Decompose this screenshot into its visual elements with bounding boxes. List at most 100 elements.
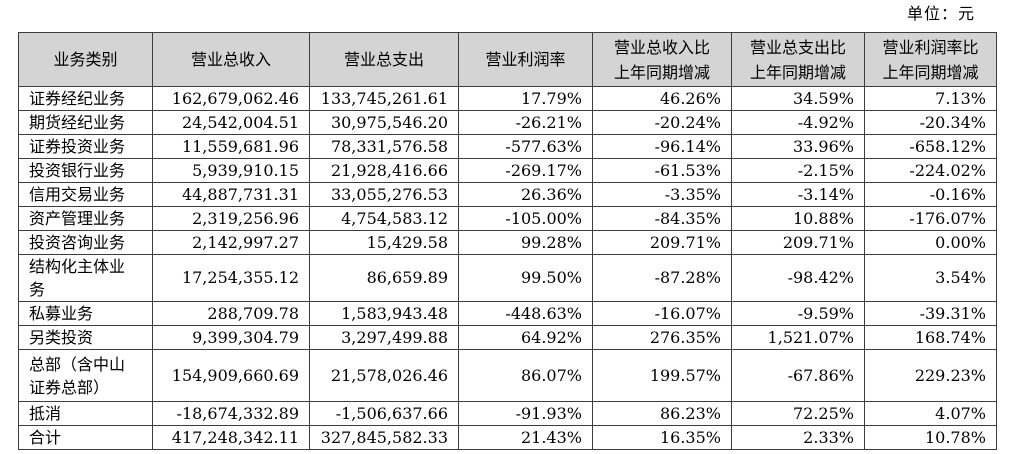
cell-operating-margin: -91.93% xyxy=(458,401,593,426)
cell-total-expense: 33,055,276.53 xyxy=(309,182,459,207)
cell-expense-yoy-change: -98.42% xyxy=(731,254,865,302)
cell-total-revenue: 2,319,256.96 xyxy=(152,206,310,231)
header-row: 业务类别 营业总收入 营业总支出 营业利润率 营业总收入比 上年同期增减 营业总… xyxy=(18,32,997,87)
cell-margin-yoy-change: 3.54% xyxy=(864,254,997,302)
header-operating-margin: 营业利润率 xyxy=(458,32,593,87)
table-row-investment-consulting: 投资咨询业务 2,142,997.27 15,429.58 99.28% 209… xyxy=(18,230,997,255)
cell-expense-yoy-change: 33.96% xyxy=(731,134,865,159)
cell-total-revenue: 24,542,004.51 xyxy=(152,110,310,135)
cell-total-expense: 3,297,499.88 xyxy=(309,325,459,350)
table-row-elimination: 抵消 -18,674,332.89 -1,506,637.66 -91.93% … xyxy=(18,401,997,426)
header-margin-yoy-change: 营业利润率比 上年同期增减 xyxy=(864,32,997,87)
cell-business-category: 结构化主体业 务 xyxy=(18,254,153,302)
cell-operating-margin: 86.07% xyxy=(458,349,593,402)
table-row-headquarters: 总部（含中山 证券总部） 154,909,660.69 21,578,026.4… xyxy=(18,349,997,402)
cell-business-category: 私募业务 xyxy=(18,301,153,326)
cell-business-category: 合计 xyxy=(18,425,153,450)
cell-margin-yoy-change: 7.13% xyxy=(864,86,997,111)
cell-operating-margin: 99.28% xyxy=(458,230,593,255)
cell-revenue-yoy-change: -16.07% xyxy=(592,301,732,326)
cell-total-revenue: 154,909,660.69 xyxy=(152,349,310,402)
cell-revenue-yoy-change: -87.28% xyxy=(592,254,732,302)
cell-expense-yoy-change: -67.86% xyxy=(731,349,865,402)
table-row-futures-brokerage: 期货经纪业务 24,542,004.51 30,975,546.20 -26.2… xyxy=(18,110,997,135)
table-row-securities-brokerage: 证券经纪业务 162,679,062.46 133,745,261.61 17.… xyxy=(18,86,997,111)
cell-margin-yoy-change: 0.00% xyxy=(864,230,997,255)
cell-operating-margin: -577.63% xyxy=(458,134,593,159)
cell-total-revenue: 5,939,910.15 xyxy=(152,158,310,183)
cell-revenue-yoy-change: -61.53% xyxy=(592,158,732,183)
cell-business-category: 另类投资 xyxy=(18,325,153,350)
cell-total-revenue: 2,142,997.27 xyxy=(152,230,310,255)
table-row-securities-investment: 证券投资业务 11,559,681.96 78,331,576.58 -577.… xyxy=(18,134,997,159)
cell-operating-margin: 64.92% xyxy=(458,325,593,350)
table-row-asset-management: 资产管理业务 2,319,256.96 4,754,583.12 -105.00… xyxy=(18,206,997,231)
cell-revenue-yoy-change: -84.35% xyxy=(592,206,732,231)
cell-total-revenue: 11,559,681.96 xyxy=(152,134,310,159)
header-total-expense: 营业总支出 xyxy=(309,32,459,87)
cell-operating-margin: -26.21% xyxy=(458,110,593,135)
header-expense-yoy-change: 营业总支出比 上年同期增减 xyxy=(731,32,865,87)
cell-business-category: 总部（含中山 证券总部） xyxy=(18,349,153,402)
header-business-category: 业务类别 xyxy=(18,32,153,87)
cell-business-category: 期货经纪业务 xyxy=(18,110,153,135)
cell-margin-yoy-change: 229.23% xyxy=(864,349,997,402)
cell-expense-yoy-change: 34.59% xyxy=(731,86,865,111)
cell-margin-yoy-change: 10.78% xyxy=(864,425,997,450)
header-revenue-yoy-change: 营业总收入比 上年同期增减 xyxy=(592,32,732,87)
cell-total-expense: 30,975,546.20 xyxy=(309,110,459,135)
cell-total-revenue: 17,254,355.12 xyxy=(152,254,310,302)
cell-operating-margin: 26.36% xyxy=(458,182,593,207)
cell-total-revenue: 162,679,062.46 xyxy=(152,86,310,111)
cell-business-category: 投资咨询业务 xyxy=(18,230,153,255)
cell-total-expense: 86,659.89 xyxy=(309,254,459,302)
cell-expense-yoy-change: -2.15% xyxy=(731,158,865,183)
table-row-credit-trading: 信用交易业务 44,887,731.31 33,055,276.53 26.36… xyxy=(18,182,997,207)
cell-expense-yoy-change: 209.71% xyxy=(731,230,865,255)
cell-total-revenue: 417,248,342.11 xyxy=(152,425,310,450)
business-segment-table: 业务类别 营业总收入 营业总支出 营业利润率 营业总收入比 上年同期增减 营业总… xyxy=(18,32,997,450)
cell-margin-yoy-change: -658.12% xyxy=(864,134,997,159)
cell-business-category: 证券投资业务 xyxy=(18,134,153,159)
cell-operating-margin: -105.00% xyxy=(458,206,593,231)
cell-total-revenue: 9,399,304.79 xyxy=(152,325,310,350)
cell-business-category: 抵消 xyxy=(18,401,153,426)
cell-revenue-yoy-change: 46.26% xyxy=(592,86,732,111)
cell-expense-yoy-change: -9.59% xyxy=(731,301,865,326)
cell-total-expense: 4,754,583.12 xyxy=(309,206,459,231)
cell-operating-margin: -448.63% xyxy=(458,301,593,326)
cell-total-expense: 1,583,943.48 xyxy=(309,301,459,326)
cell-business-category: 投资银行业务 xyxy=(18,158,153,183)
header-total-revenue: 营业总收入 xyxy=(152,32,310,87)
cell-total-revenue: -18,674,332.89 xyxy=(152,401,310,426)
cell-total-expense: 21,928,416.66 xyxy=(309,158,459,183)
cell-revenue-yoy-change: 86.23% xyxy=(592,401,732,426)
cell-margin-yoy-change: -0.16% xyxy=(864,182,997,207)
cell-revenue-yoy-change: 209.71% xyxy=(592,230,732,255)
cell-margin-yoy-change: 168.74% xyxy=(864,325,997,350)
cell-expense-yoy-change: 1,521.07% xyxy=(731,325,865,350)
cell-total-revenue: 288,709.78 xyxy=(152,301,310,326)
cell-margin-yoy-change: 4.07% xyxy=(864,401,997,426)
cell-expense-yoy-change: 10.88% xyxy=(731,206,865,231)
table-row-investment-banking: 投资银行业务 5,939,910.15 21,928,416.66 -269.1… xyxy=(18,158,997,183)
cell-margin-yoy-change: -39.31% xyxy=(864,301,997,326)
cell-expense-yoy-change: -3.14% xyxy=(731,182,865,207)
unit-label: 单位：元 xyxy=(906,4,975,23)
cell-business-category: 信用交易业务 xyxy=(18,182,153,207)
table-row-total: 合计 417,248,342.11 327,845,582.33 21.43% … xyxy=(18,425,997,450)
cell-total-expense: -1,506,637.66 xyxy=(309,401,459,426)
cell-operating-margin: 99.50% xyxy=(458,254,593,302)
cell-revenue-yoy-change: -20.24% xyxy=(592,110,732,135)
cell-operating-margin: 17.79% xyxy=(458,86,593,111)
cell-margin-yoy-change: -224.02% xyxy=(864,158,997,183)
cell-total-revenue: 44,887,731.31 xyxy=(152,182,310,207)
cell-expense-yoy-change: 72.25% xyxy=(731,401,865,426)
table-row-alternative-investment: 另类投资 9,399,304.79 3,297,499.88 64.92% 27… xyxy=(18,325,997,350)
table-row-private-fund: 私募业务 288,709.78 1,583,943.48 -448.63% -1… xyxy=(18,301,997,326)
cell-revenue-yoy-change: -96.14% xyxy=(592,134,732,159)
cell-revenue-yoy-change: -3.35% xyxy=(592,182,732,207)
cell-revenue-yoy-change: 276.35% xyxy=(592,325,732,350)
cell-total-expense: 327,845,582.33 xyxy=(309,425,459,450)
